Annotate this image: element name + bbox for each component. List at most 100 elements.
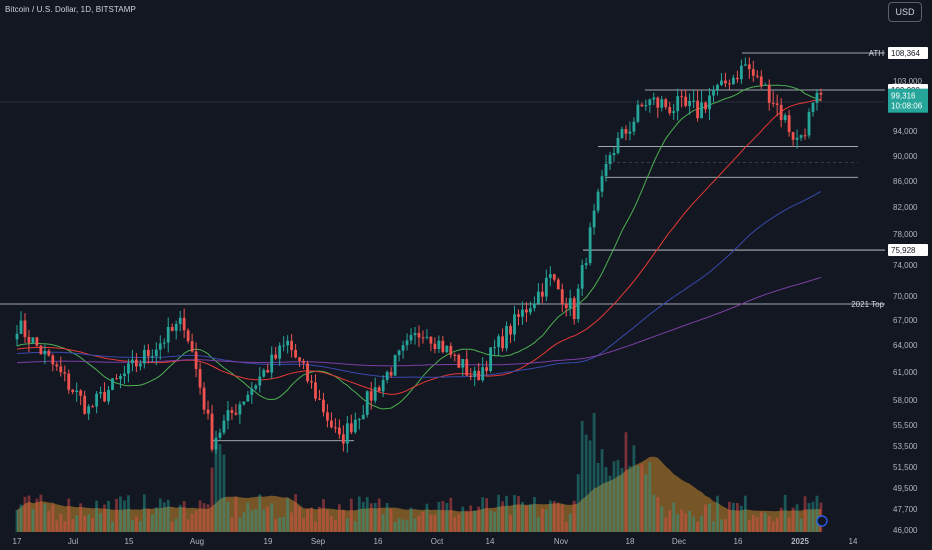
volume-bar	[536, 516, 540, 532]
level-75928-tag-bg	[888, 244, 928, 257]
volume-ma-area	[17, 456, 821, 532]
volume-bar	[234, 497, 238, 532]
candle-body	[254, 385, 258, 389]
countdown-tag: 10:08:06	[891, 102, 923, 111]
volume-bar	[449, 497, 453, 532]
candle-body	[552, 274, 556, 280]
candle-body	[218, 432, 222, 438]
candle-body	[676, 96, 680, 112]
candle-body	[294, 350, 297, 358]
volume-bar	[417, 515, 421, 532]
volume-bar	[628, 465, 632, 532]
candle-body	[501, 336, 504, 349]
volume-bar	[584, 434, 588, 532]
candle-body	[393, 355, 397, 376]
candle-body	[182, 317, 186, 331]
candle-body	[716, 84, 719, 90]
volume-bar	[190, 513, 194, 532]
candlesticks	[15, 57, 823, 454]
volume-bar	[799, 518, 803, 532]
volume-bar	[182, 501, 186, 532]
volume-bar	[763, 512, 767, 532]
candle-body	[465, 359, 469, 376]
price-axis-label: 49,500	[893, 484, 918, 493]
volume-bar	[572, 500, 576, 532]
volume-bar	[43, 503, 47, 532]
candle-body	[811, 102, 815, 113]
time-axis-label: 18	[626, 537, 635, 546]
candle-body	[505, 326, 508, 349]
horizontal-levels: ATH 2021 Top	[0, 49, 885, 442]
volume-bar	[501, 501, 504, 532]
candle-body	[747, 64, 751, 70]
candle-body	[485, 367, 489, 371]
volume-bar	[775, 517, 779, 532]
candle-body	[334, 427, 337, 429]
volume-bar	[564, 521, 568, 532]
candle-body	[600, 176, 604, 192]
candle-body	[27, 336, 31, 343]
volume-bar	[87, 514, 91, 532]
candle-body	[71, 389, 75, 393]
volume-bar	[278, 517, 282, 532]
volume-bar	[815, 495, 819, 532]
volume-bar	[369, 503, 373, 532]
candle-body	[580, 265, 584, 289]
candle-body	[544, 277, 548, 297]
volume-bar	[525, 506, 528, 532]
volume-bar	[306, 508, 309, 532]
volume-bar	[127, 495, 130, 532]
candle-body	[190, 341, 194, 352]
candle-body	[700, 102, 703, 119]
candle-body	[238, 404, 242, 415]
candle-body	[548, 274, 552, 278]
volume-bar	[636, 466, 640, 532]
candle-body	[302, 360, 305, 364]
volume-bar	[298, 506, 301, 532]
candle-body	[298, 357, 301, 361]
candle-body	[680, 96, 684, 98]
volume-bar	[345, 518, 349, 532]
candle-body	[493, 347, 496, 349]
volume-bar	[684, 513, 688, 532]
volume-bar	[246, 502, 250, 532]
candle-body	[743, 64, 747, 66]
volume-bar	[353, 521, 357, 532]
price-axis[interactable]: 103,000 94,000 90,000 86,000 82,000 78,000 74,…	[893, 77, 922, 535]
candle-body	[572, 298, 576, 320]
time-axis-label: 2025	[791, 537, 809, 546]
candle-body	[51, 355, 55, 365]
volume-bar	[453, 516, 457, 532]
volume-bar	[31, 509, 35, 532]
candle-body	[815, 92, 819, 103]
time-axis-label: 15	[125, 537, 134, 546]
candle-body	[704, 102, 707, 110]
candle-body	[473, 370, 477, 377]
time-axis[interactable]: 17 Jul 15 Aug 19 Sep 16 Oct 14 Nov 18 Dec 16 2025 14	[13, 537, 858, 546]
volume-bar	[326, 509, 329, 532]
time-axis-label: Oct	[431, 537, 444, 546]
currency-button[interactable]: USD	[888, 2, 922, 22]
volume-bar	[632, 445, 636, 532]
candle-body	[759, 76, 763, 86]
candle-body	[162, 342, 166, 344]
candle-body	[43, 350, 47, 355]
volume-bar	[334, 520, 337, 532]
volume-bar	[123, 500, 126, 532]
volume-bar	[357, 496, 361, 532]
price-axis-label: 46,000	[893, 526, 918, 535]
time-axis-label: 17	[13, 537, 22, 546]
candle-body	[87, 406, 91, 414]
volume-bar	[421, 511, 425, 532]
volume-bar	[616, 459, 620, 532]
volume-bar	[377, 498, 381, 532]
candle-body	[345, 423, 349, 444]
volume-bar	[170, 521, 174, 532]
candle-body	[166, 326, 170, 343]
volume-bar	[680, 509, 684, 532]
volume-bar	[75, 515, 79, 532]
candle-body	[349, 423, 353, 433]
volume-bar	[389, 508, 393, 532]
candle-body	[67, 373, 71, 390]
